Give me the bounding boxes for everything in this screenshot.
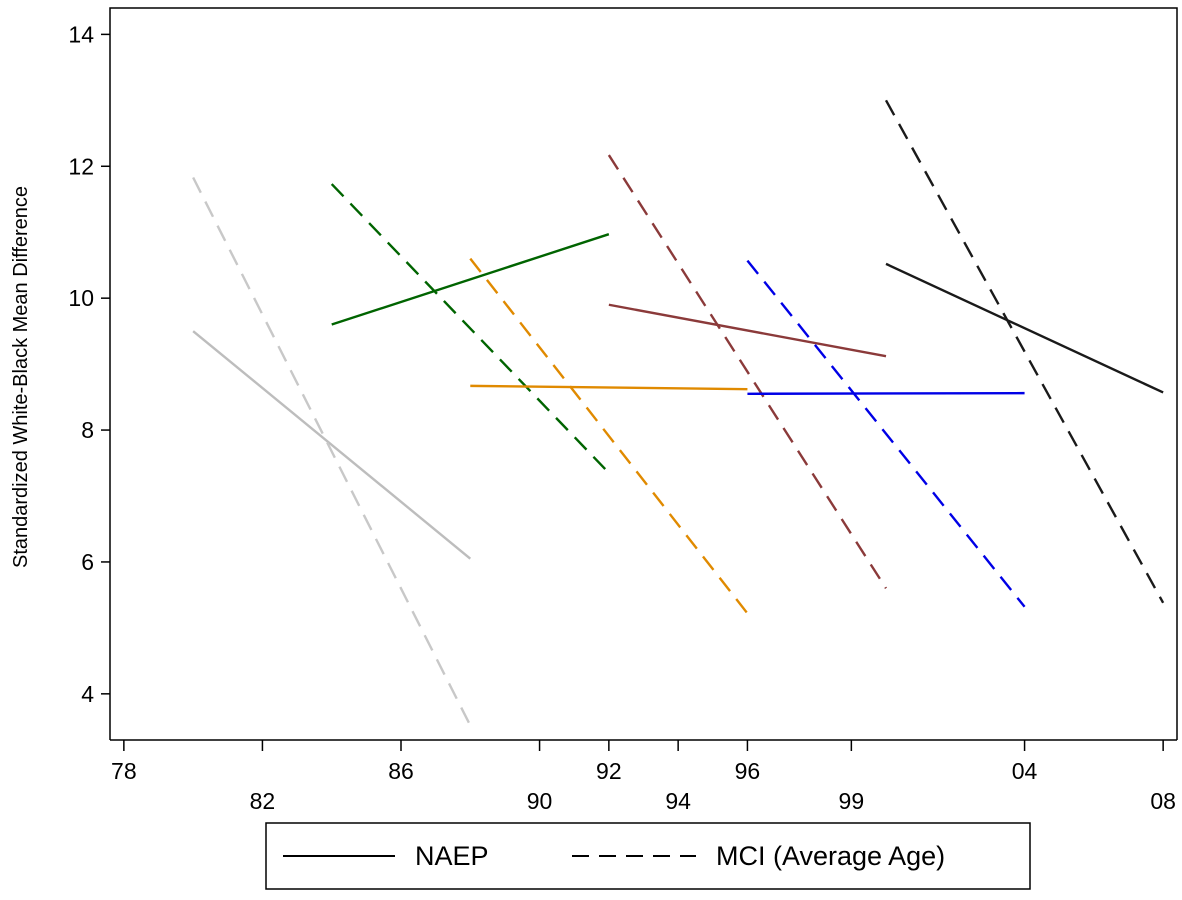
x-tick-label: 82 — [250, 788, 276, 814]
series-line-2-dashed — [192, 176, 472, 727]
y-axis-title: Standardized White-Black Mean Difference — [10, 186, 32, 568]
x-tick-label: 04 — [1012, 758, 1038, 784]
series-line-8-dashed — [607, 154, 888, 589]
x-tick-label: 86 — [388, 758, 414, 784]
y-tick-label: 10 — [68, 285, 94, 311]
y-tick-label: 6 — [81, 549, 94, 575]
legend-label-mci: MCI (Average Age) — [716, 841, 945, 871]
series-line-10-dashed — [746, 259, 1026, 608]
series-line-4-dashed — [330, 183, 610, 474]
x-tick-label: 99 — [839, 788, 865, 814]
x-tick-label: 94 — [665, 788, 691, 814]
x-tick-label: 96 — [735, 758, 761, 784]
x-tick-label: 90 — [527, 788, 553, 814]
series-line-11-solid — [885, 262, 1164, 394]
x-tick-label: 08 — [1150, 788, 1176, 814]
y-tick-label: 14 — [68, 21, 94, 47]
plot-area: 4 6 8 10 12 14 78 82 86 90 92 94 96 99 04 08 — [68, 7, 1178, 814]
series-line-5-solid — [470, 384, 748, 391]
series-line-3-solid — [331, 233, 610, 326]
x-tick-label: 92 — [596, 758, 622, 784]
series-line-9-solid — [747, 391, 1025, 395]
series-line-6-dashed — [469, 257, 749, 615]
y-tick-label: 8 — [81, 417, 94, 443]
plot-frame — [109, 7, 1178, 740]
legend: NAEP MCI (Average Age) — [265, 822, 1031, 890]
x-tick-label: 78 — [111, 758, 137, 784]
y-tick-label: 4 — [81, 681, 94, 707]
legend-label-naep: NAEP — [415, 841, 489, 871]
series-line-7-solid — [608, 303, 887, 358]
y-tick-label: 12 — [68, 153, 94, 179]
series-line-1-solid — [192, 330, 472, 560]
series-line-12-dashed — [884, 99, 1165, 604]
